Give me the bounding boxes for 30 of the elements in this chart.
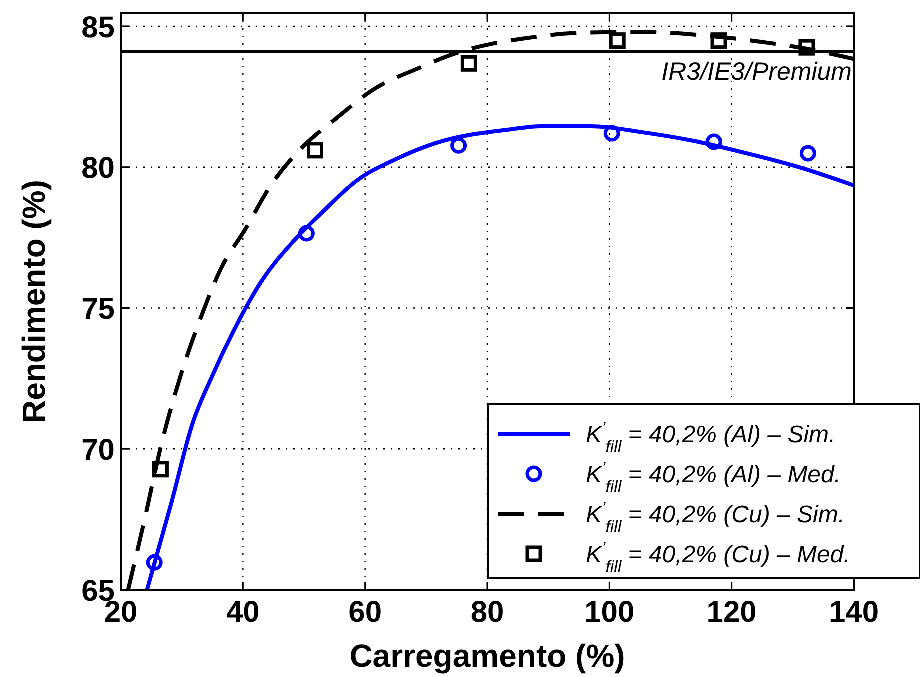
- x-tick-label: 140: [828, 596, 880, 629]
- point: [152, 461, 169, 478]
- point: [798, 39, 816, 56]
- legend-label: K$^{’}$$_{fill}$ = 40,2% (Cu) – Sim.: [586, 498, 846, 536]
- point: [706, 134, 722, 150]
- legend-label: K$^{’}$$_{fill}$ = 40,2% (Al) – Sim.: [586, 418, 836, 456]
- point: [450, 137, 468, 154]
- ref-line-label: IR3/IE3/Premium: [662, 58, 852, 86]
- point: [710, 32, 728, 50]
- x-tick-label: 100: [584, 596, 635, 629]
- x-tick-label: 80: [470, 596, 504, 629]
- point: [800, 145, 816, 162]
- point: [298, 225, 315, 242]
- point: [604, 125, 620, 142]
- y-axis-title: Rendimento (%): [16, 180, 52, 424]
- x-tick-label: 60: [348, 596, 382, 629]
- point: [306, 142, 324, 159]
- point: [609, 32, 626, 50]
- x-tick-label: 40: [226, 596, 260, 629]
- y-tick-label: 70: [82, 434, 115, 467]
- legend-label: K$^{’}$$_{fill}$ = 40,2% (Al) – Med.: [586, 458, 842, 496]
- x-axis-title: Carregamento (%): [350, 638, 626, 674]
- y-tick-label: 85: [82, 11, 115, 44]
- point: [146, 554, 163, 571]
- point: [460, 55, 478, 72]
- y-tick-label: 75: [82, 293, 115, 326]
- legend-label: K$^{’}$$_{fill}$ = 40,2% (Cu) – Med.: [586, 538, 850, 576]
- y-tick-label: 80: [82, 152, 115, 186]
- x-tick-label: 120: [706, 596, 757, 629]
- line-series: [145, 124, 854, 590]
